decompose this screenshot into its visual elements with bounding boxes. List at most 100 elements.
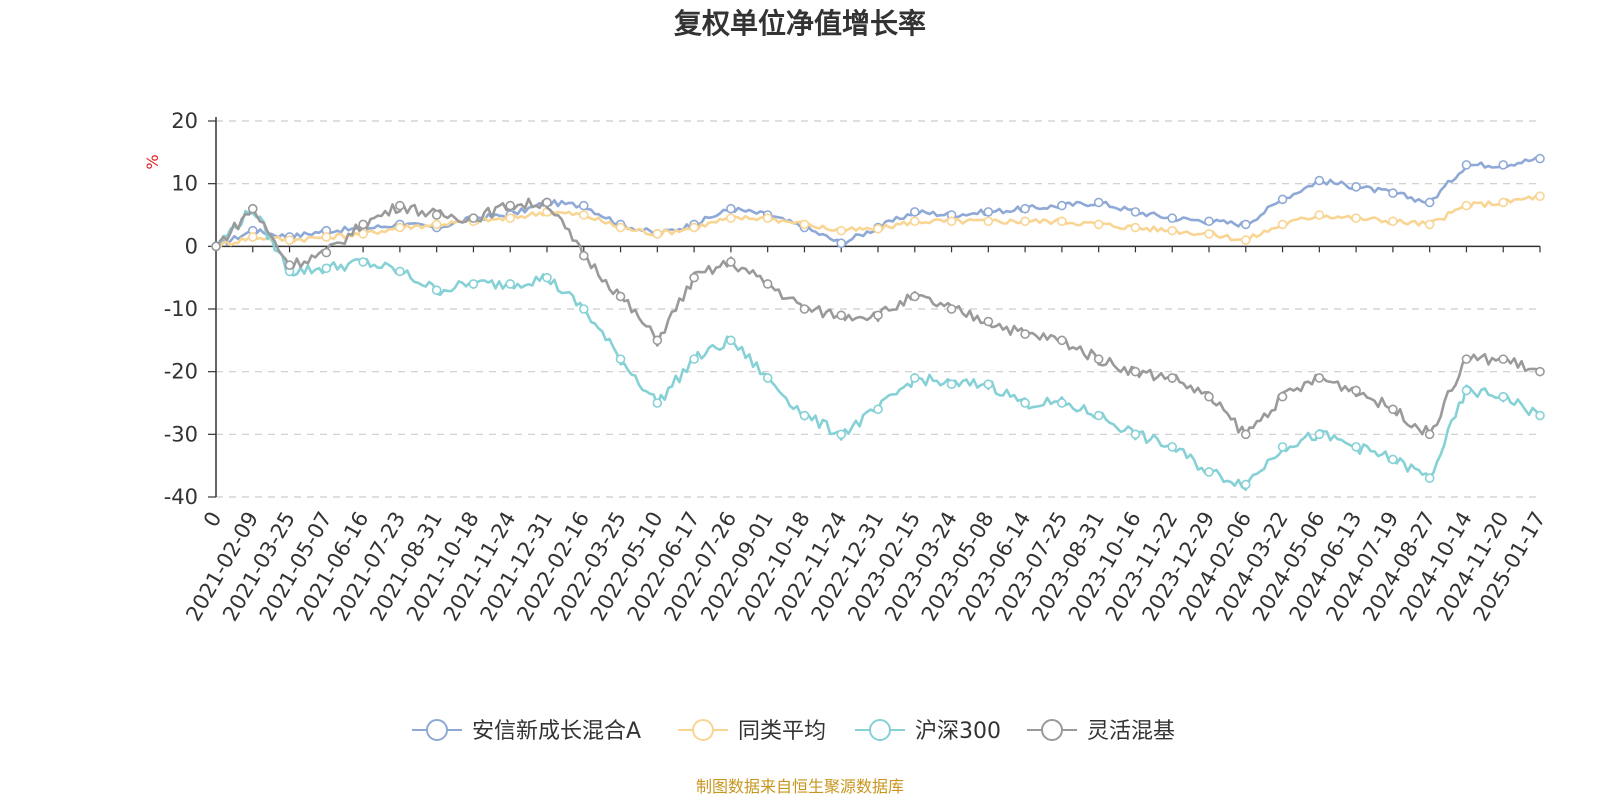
series-1-point (1314, 175, 1325, 186)
series-3-point (1314, 429, 1325, 440)
series-2-point (578, 210, 589, 220)
series-2-point (1461, 200, 1472, 211)
series-1-point (909, 207, 920, 217)
legend-marker-4 (1041, 719, 1063, 741)
series-3-point (1093, 410, 1104, 421)
series-4-point (1461, 354, 1472, 364)
series-4-point (1167, 373, 1178, 383)
series-3-point (652, 398, 663, 408)
series-4-point (726, 257, 736, 267)
series-1-point (1498, 160, 1509, 170)
series-4-point (909, 291, 920, 302)
series-2-point (873, 223, 883, 234)
series-2-point (946, 216, 957, 227)
series-1-point (1461, 160, 1472, 170)
series-3-point (542, 272, 552, 283)
series-1-point (1130, 207, 1141, 217)
series-4-point (542, 197, 552, 208)
series-1-point (1093, 197, 1104, 208)
series-2-point (1204, 229, 1214, 239)
series-2-point (652, 229, 663, 239)
series-4-point (1277, 391, 1288, 402)
series-3-point (1461, 385, 1472, 396)
series-2-point (1057, 216, 1067, 227)
series-line-2 (215, 194, 1541, 249)
series-line-3 (215, 209, 1541, 491)
series-4-point (1020, 329, 1030, 339)
series-2-point (1093, 219, 1104, 230)
series-4-point (247, 203, 258, 214)
legend-label-2: 同类平均 (738, 719, 826, 744)
series-3-point (1020, 398, 1030, 408)
legend: 安信新成长混合A 同类平均 沪深300 灵活混基 (412, 719, 1175, 744)
series-3-point (909, 373, 920, 383)
legend-marker-2 (692, 719, 714, 741)
series-1-point (1204, 216, 1214, 227)
series-4-point (1240, 429, 1251, 440)
series-2-point (284, 235, 295, 245)
series-4-point (1314, 373, 1325, 383)
series-4-point (762, 279, 773, 289)
series-3-point (505, 279, 516, 289)
series-2-point (836, 225, 847, 236)
series-1-point (1167, 213, 1178, 223)
series-3-point (321, 263, 332, 274)
series-2-point (1020, 216, 1030, 227)
series-3-point (873, 404, 883, 415)
series-3-point (726, 335, 736, 346)
series-3-point (468, 279, 479, 289)
series-3-point (1424, 473, 1435, 484)
series-3-point (1535, 410, 1545, 421)
series-4-point (1351, 385, 1361, 396)
series-2-point (247, 232, 258, 242)
series-3-point (1498, 391, 1509, 402)
series-2-point (358, 229, 368, 239)
series-2-point (395, 222, 405, 233)
x-tick-label: 0 (199, 508, 226, 532)
series-3-point (836, 429, 847, 440)
series-3-point (395, 266, 405, 277)
series-3-point (1277, 442, 1288, 452)
y-tick-label: -30 (164, 422, 198, 446)
y-tick-label: 20 (171, 109, 198, 133)
series-2-point (689, 222, 699, 233)
series-2-point (1130, 222, 1141, 233)
series-3-point (689, 354, 699, 364)
series-3-point (1130, 429, 1141, 440)
series-2-point (1351, 213, 1361, 223)
y-tick-label: 0 (185, 234, 198, 258)
series-1-point (1424, 197, 1435, 208)
series-1-point (726, 203, 736, 214)
y-tick-label: -20 (164, 360, 198, 384)
series-3-point (578, 304, 589, 314)
source-note: 制图数据来自恒生聚源数据库 (696, 777, 904, 796)
series-4-point (1093, 354, 1104, 364)
series-2-point (431, 219, 442, 230)
legend-marker-3 (869, 719, 891, 741)
series-4-point (1204, 391, 1214, 402)
y-tick-label: -10 (164, 297, 198, 321)
series-2-point (762, 213, 773, 223)
series-3-point (1167, 442, 1178, 452)
series-4-point (873, 310, 883, 321)
series-3-point (762, 373, 773, 383)
series-3-point (358, 257, 368, 267)
series-3-point (799, 410, 810, 421)
chart-title: 复权单位净值增长率 (674, 7, 926, 40)
series-4-point (1535, 366, 1545, 377)
series-2-point (1277, 219, 1288, 230)
series-2-point (615, 222, 626, 233)
series-2-point (1498, 197, 1509, 208)
series-4-point (358, 219, 368, 230)
series-1-point (983, 207, 994, 217)
series-4-point (1130, 366, 1141, 377)
series-4-point (211, 241, 221, 252)
series-1-point (1351, 182, 1361, 192)
series-3-point (983, 379, 994, 390)
series-4-point (946, 304, 957, 314)
series-4-point (284, 260, 295, 270)
series-2-point (1388, 216, 1398, 227)
series-1-point (1277, 194, 1288, 205)
series-1-point (836, 238, 847, 248)
